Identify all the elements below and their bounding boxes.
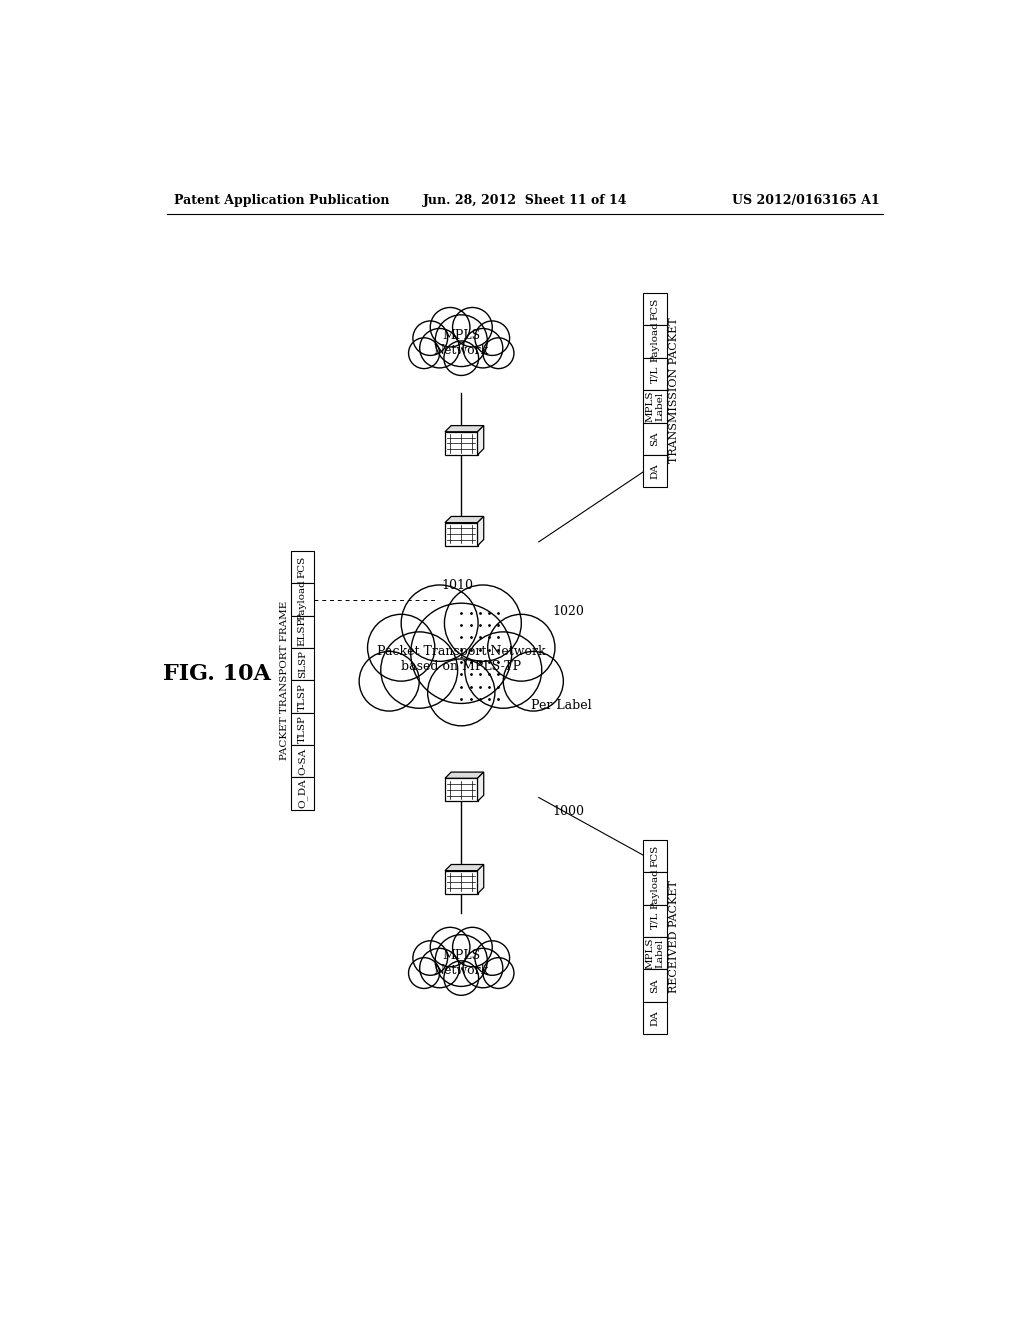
Circle shape xyxy=(430,308,470,347)
Text: Packet Transport Network
based on MPLS-TP: Packet Transport Network based on MPLS-T… xyxy=(377,645,546,673)
Text: ELSP: ELSP xyxy=(298,618,307,645)
Text: DA: DA xyxy=(650,1010,659,1026)
Circle shape xyxy=(453,928,493,966)
Polygon shape xyxy=(477,772,483,801)
Text: 1010: 1010 xyxy=(442,579,474,591)
Polygon shape xyxy=(445,779,477,801)
Circle shape xyxy=(381,632,458,709)
Text: T/L: T/L xyxy=(650,366,659,383)
Text: FCS: FCS xyxy=(298,556,307,578)
Circle shape xyxy=(435,935,487,986)
Circle shape xyxy=(420,329,460,368)
Circle shape xyxy=(430,928,470,966)
Polygon shape xyxy=(445,871,477,894)
Text: MPLS
Label: MPLS Label xyxy=(645,937,665,969)
Polygon shape xyxy=(445,425,483,432)
Circle shape xyxy=(443,961,478,995)
Bar xyxy=(291,615,314,648)
Text: PACKET TRANSPORT FRAME: PACKET TRANSPORT FRAME xyxy=(280,601,289,760)
Polygon shape xyxy=(477,865,483,894)
Circle shape xyxy=(483,338,514,368)
Circle shape xyxy=(428,659,495,726)
Bar xyxy=(643,358,667,391)
Circle shape xyxy=(413,321,447,355)
Circle shape xyxy=(483,958,514,989)
Bar xyxy=(643,969,667,1002)
Text: FCS: FCS xyxy=(650,845,659,867)
Bar xyxy=(643,455,667,487)
Bar xyxy=(643,937,667,969)
Text: 1020: 1020 xyxy=(553,605,585,618)
Circle shape xyxy=(475,941,510,975)
Text: SA: SA xyxy=(650,978,659,993)
Text: DA: DA xyxy=(650,463,659,479)
Text: Payload: Payload xyxy=(650,321,659,362)
Text: MPLS
Network: MPLS Network xyxy=(433,329,488,358)
Text: FCS: FCS xyxy=(650,298,659,321)
Bar xyxy=(291,583,314,615)
Circle shape xyxy=(409,958,439,989)
Bar xyxy=(643,422,667,455)
Text: 1000: 1000 xyxy=(553,805,585,818)
Circle shape xyxy=(463,329,503,368)
Bar xyxy=(643,1002,667,1034)
Polygon shape xyxy=(445,865,483,871)
Text: T/L: T/L xyxy=(650,912,659,929)
Circle shape xyxy=(443,341,478,375)
Text: Jun. 28, 2012  Sheet 11 of 14: Jun. 28, 2012 Sheet 11 of 14 xyxy=(423,194,627,207)
Circle shape xyxy=(420,948,460,987)
Text: TLSP: TLSP xyxy=(298,715,307,743)
Text: MPLS
Label: MPLS Label xyxy=(645,391,665,422)
Text: RECEIVED PACKET: RECEIVED PACKET xyxy=(670,880,679,994)
Text: SLSP: SLSP xyxy=(298,651,307,678)
Polygon shape xyxy=(477,425,483,455)
Circle shape xyxy=(463,948,503,987)
Circle shape xyxy=(409,338,439,368)
Circle shape xyxy=(413,941,447,975)
Bar xyxy=(291,713,314,744)
Bar xyxy=(643,293,667,326)
Bar xyxy=(291,648,314,681)
Bar xyxy=(291,777,314,809)
Polygon shape xyxy=(477,516,483,545)
Circle shape xyxy=(411,603,512,704)
Text: TRANSMISSION PACKET: TRANSMISSION PACKET xyxy=(670,317,679,463)
Circle shape xyxy=(444,585,521,661)
Text: Patent Application Publication: Patent Application Publication xyxy=(174,194,390,207)
Bar xyxy=(643,840,667,873)
Polygon shape xyxy=(445,516,483,523)
Bar xyxy=(291,681,314,713)
Bar xyxy=(643,904,667,937)
Text: MPLS
Network: MPLS Network xyxy=(433,949,488,977)
Text: Payload: Payload xyxy=(298,579,307,620)
Bar xyxy=(291,744,314,777)
Text: Per Label: Per Label xyxy=(531,698,592,711)
Circle shape xyxy=(503,651,563,711)
Bar xyxy=(291,552,314,583)
Text: Payload: Payload xyxy=(650,869,659,908)
Text: SA: SA xyxy=(650,432,659,446)
Text: O_DA: O_DA xyxy=(298,779,307,808)
Circle shape xyxy=(401,585,478,661)
Bar xyxy=(643,873,667,904)
Circle shape xyxy=(435,315,487,367)
Circle shape xyxy=(487,614,555,681)
Text: FIG. 10A: FIG. 10A xyxy=(163,664,271,685)
Polygon shape xyxy=(445,432,477,455)
Text: O-SA: O-SA xyxy=(298,747,307,775)
Bar xyxy=(643,326,667,358)
Circle shape xyxy=(359,651,419,711)
Circle shape xyxy=(465,632,542,709)
Bar xyxy=(643,391,667,422)
Circle shape xyxy=(475,321,510,355)
Polygon shape xyxy=(445,523,477,545)
Polygon shape xyxy=(445,772,483,779)
Circle shape xyxy=(453,308,493,347)
Text: US 2012/0163165 A1: US 2012/0163165 A1 xyxy=(732,194,880,207)
Text: TLSP: TLSP xyxy=(298,682,307,710)
Circle shape xyxy=(368,614,435,681)
